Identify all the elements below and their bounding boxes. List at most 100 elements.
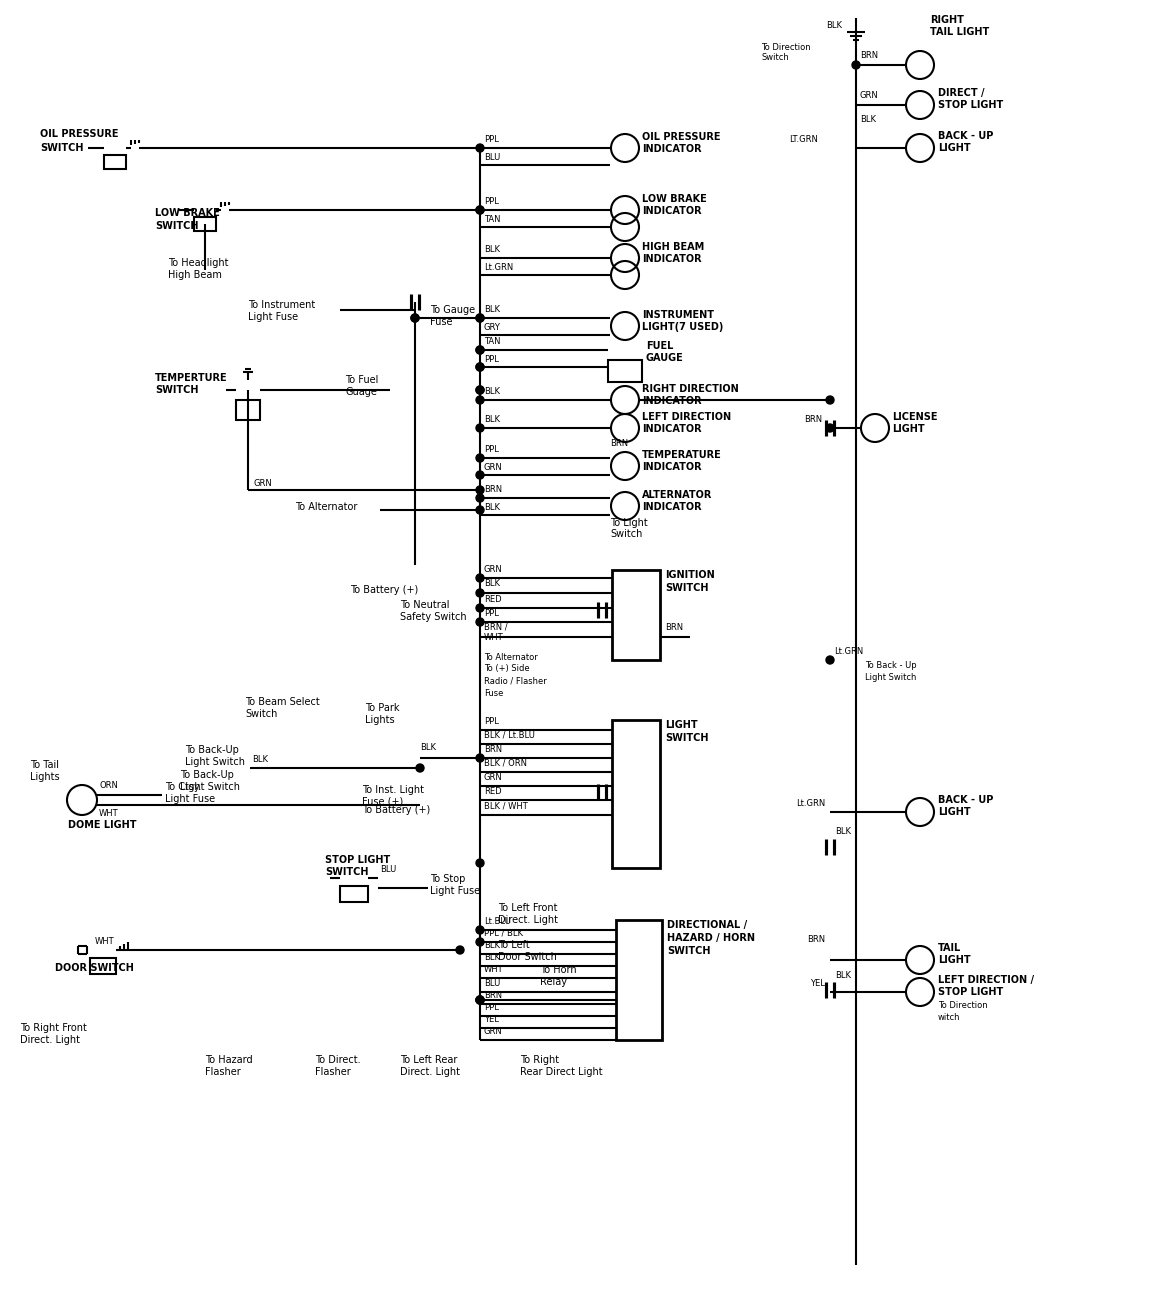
Text: Door Switch: Door Switch — [498, 952, 556, 962]
Circle shape — [476, 926, 484, 934]
Text: BRN: BRN — [665, 623, 683, 632]
Text: SWITCH: SWITCH — [156, 221, 198, 231]
Text: PPL: PPL — [484, 716, 499, 725]
Text: GRN: GRN — [484, 1027, 502, 1036]
Text: RIGHT: RIGHT — [930, 16, 964, 25]
Text: RED: RED — [484, 594, 501, 603]
Text: ORN: ORN — [99, 781, 118, 790]
Text: INDICATOR: INDICATOR — [642, 462, 702, 471]
Circle shape — [852, 61, 861, 69]
Circle shape — [476, 313, 484, 322]
Text: To Tail: To Tail — [30, 760, 59, 771]
Text: LEFT DIRECTION /: LEFT DIRECTION / — [938, 975, 1034, 985]
Text: Direct. Light: Direct. Light — [400, 1067, 460, 1077]
Text: To Inst. Light: To Inst. Light — [362, 785, 424, 795]
Text: BLK / Lt.BLU: BLK / Lt.BLU — [484, 730, 535, 739]
Circle shape — [476, 754, 484, 761]
Circle shape — [476, 996, 484, 1004]
Text: SWITCH: SWITCH — [665, 733, 708, 743]
Text: To Light: To Light — [611, 518, 647, 528]
Text: To (+) Side: To (+) Side — [484, 664, 530, 673]
Circle shape — [826, 657, 834, 664]
Text: To Left: To Left — [498, 940, 530, 951]
Text: STOP LIGHT: STOP LIGHT — [938, 100, 1003, 110]
Text: TAIL: TAIL — [938, 943, 961, 953]
Text: High Beam: High Beam — [168, 269, 222, 280]
Text: LEFT DIRECTION: LEFT DIRECTION — [642, 412, 732, 422]
Text: BRN: BRN — [806, 935, 825, 944]
Text: To Right: To Right — [520, 1055, 559, 1064]
Text: To Instrument: To Instrument — [248, 300, 316, 310]
Text: GRN: GRN — [484, 565, 502, 574]
Text: To Park: To Park — [365, 703, 400, 714]
Text: BRN /: BRN / — [484, 623, 508, 632]
Circle shape — [411, 313, 419, 322]
Text: BACK - UP: BACK - UP — [938, 795, 993, 805]
Bar — [612, 570, 660, 660]
Text: LIGHT: LIGHT — [938, 807, 971, 817]
Circle shape — [476, 455, 484, 462]
Text: RIGHT DIRECTION: RIGHT DIRECTION — [642, 385, 738, 394]
Text: LT.GRN: LT.GRN — [789, 135, 818, 144]
Text: YEL: YEL — [810, 979, 825, 988]
Text: DIRECTIONAL /: DIRECTIONAL / — [667, 919, 748, 930]
Circle shape — [476, 386, 484, 394]
Text: YEL: YEL — [484, 1014, 499, 1023]
Text: PPL: PPL — [484, 1002, 499, 1011]
Text: Lt.GRN: Lt.GRN — [484, 263, 514, 272]
Text: BLK: BLK — [826, 22, 842, 31]
Circle shape — [826, 396, 834, 404]
Text: SWITCH: SWITCH — [325, 866, 369, 877]
Bar — [616, 919, 662, 1040]
Text: HIGH BEAM: HIGH BEAM — [642, 242, 704, 253]
Text: BLK: BLK — [484, 304, 500, 313]
Text: PPL: PPL — [484, 444, 499, 453]
Text: Fuse (+): Fuse (+) — [362, 796, 403, 807]
Text: BRN: BRN — [611, 439, 628, 448]
Circle shape — [476, 423, 484, 433]
Text: To Direction: To Direction — [761, 43, 811, 52]
Text: BRN: BRN — [861, 52, 878, 61]
Text: PPL: PPL — [484, 609, 499, 618]
Text: To Ctsy.: To Ctsy. — [165, 782, 202, 793]
Text: INDICATOR: INDICATOR — [642, 396, 702, 407]
Circle shape — [476, 363, 484, 370]
Text: To Alternator: To Alternator — [295, 502, 357, 512]
Text: BLU: BLU — [484, 153, 500, 162]
Text: Lt.BLU: Lt.BLU — [484, 917, 510, 926]
Text: LIGHT(7 USED): LIGHT(7 USED) — [642, 322, 723, 332]
Circle shape — [476, 589, 484, 597]
Text: LOW BRAKE: LOW BRAKE — [642, 194, 706, 205]
Text: BLK / WHT: BLK / WHT — [484, 802, 528, 811]
Text: To Neutral: To Neutral — [400, 600, 449, 610]
Circle shape — [476, 618, 484, 625]
Text: To Direct.: To Direct. — [314, 1055, 361, 1064]
Text: Switch: Switch — [245, 708, 278, 719]
Text: To Right Front: To Right Front — [20, 1023, 86, 1033]
Text: INDICATOR: INDICATOR — [642, 502, 702, 512]
Text: To Battery (+): To Battery (+) — [362, 805, 430, 815]
Text: Relay: Relay — [540, 976, 567, 987]
Text: BRN: BRN — [804, 414, 823, 423]
Text: BLK: BLK — [484, 579, 500, 588]
Text: LIGHT: LIGHT — [665, 720, 698, 730]
Text: DIRECT /: DIRECT / — [938, 88, 985, 98]
Text: TAIL LIGHT: TAIL LIGHT — [930, 27, 990, 38]
Text: To Gauge: To Gauge — [430, 306, 475, 315]
Text: STOP LIGHT: STOP LIGHT — [325, 855, 391, 865]
Text: To Back - Up: To Back - Up — [865, 660, 917, 670]
Text: Switch: Switch — [761, 53, 789, 62]
Circle shape — [476, 471, 484, 479]
Circle shape — [476, 493, 484, 502]
Bar — [194, 218, 217, 231]
Text: PPL: PPL — [484, 197, 499, 206]
Text: GRN: GRN — [253, 478, 272, 487]
Circle shape — [476, 144, 484, 152]
Text: INDICATOR: INDICATOR — [642, 144, 702, 154]
Text: To Horn: To Horn — [540, 965, 577, 975]
Circle shape — [826, 423, 834, 433]
Circle shape — [476, 996, 484, 1004]
Text: PPL: PPL — [484, 135, 499, 144]
Text: GAUGE: GAUGE — [646, 354, 684, 363]
Text: Light Switch: Light Switch — [185, 758, 245, 767]
